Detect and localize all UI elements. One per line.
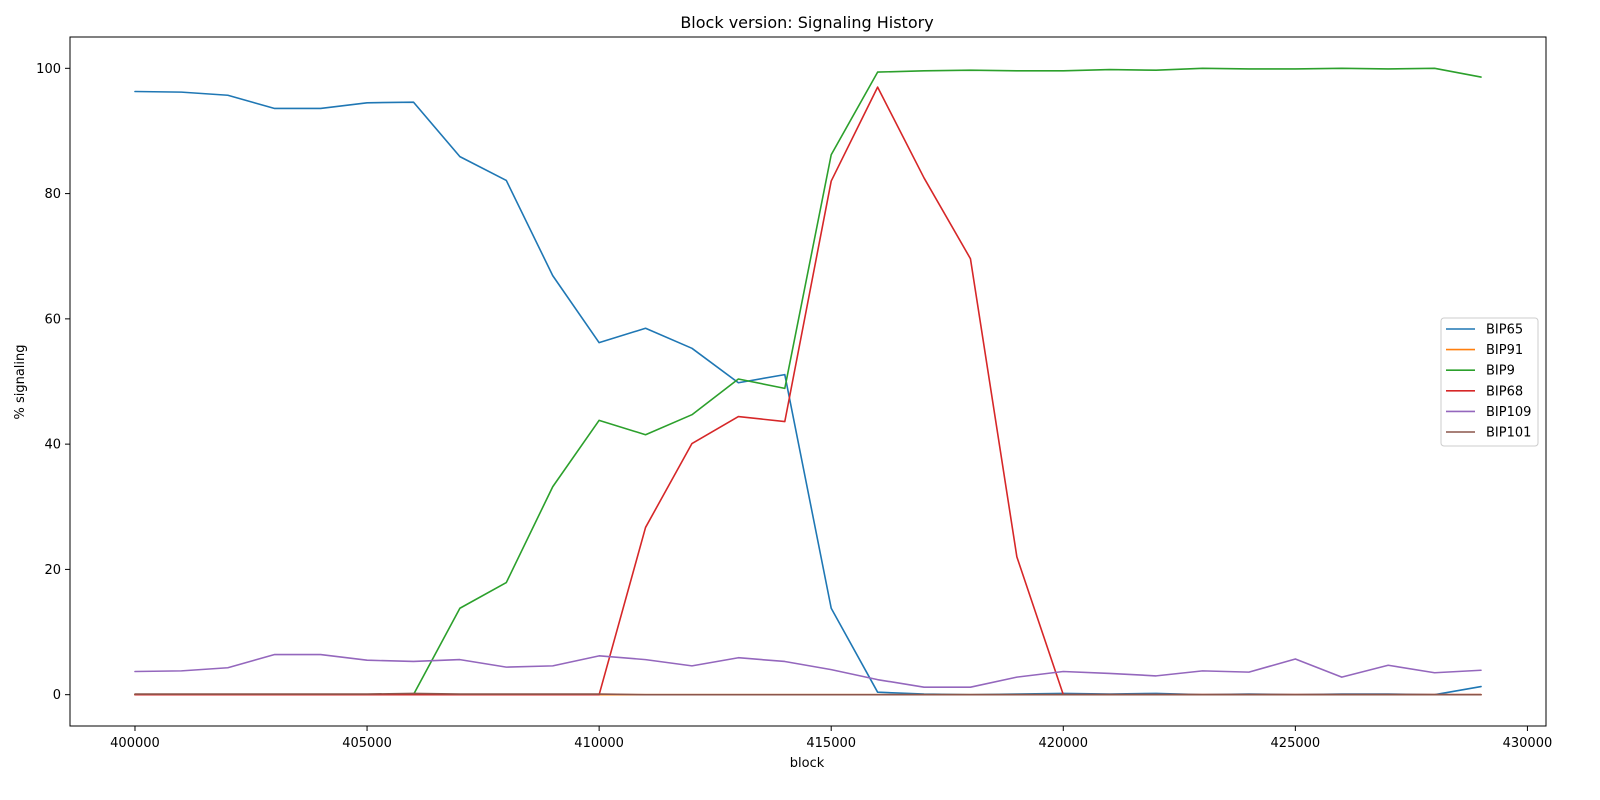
series-line-bip9 bbox=[134, 67, 1482, 696]
y-tick-label: 100 bbox=[36, 62, 61, 77]
series-layer bbox=[134, 67, 1482, 696]
legend-label-bip65: BIP65 bbox=[1486, 323, 1523, 338]
series-line-bip101 bbox=[134, 692, 1482, 696]
y-tick-label: 60 bbox=[44, 312, 61, 327]
legend: BIP65 BIP91 BIP9 BIP68 BIP109 BIP101 bbox=[1440, 317, 1539, 447]
x-tick-label: 405000 bbox=[342, 736, 392, 751]
legend-label-bip109: BIP109 bbox=[1486, 405, 1531, 420]
legend-label-bip68: BIP68 bbox=[1486, 384, 1523, 399]
legend-label-bip91: BIP91 bbox=[1486, 343, 1523, 358]
y-tick-label: 20 bbox=[44, 563, 61, 578]
x-tick-label: 415000 bbox=[806, 736, 856, 751]
chart-title: Block version: Signaling History bbox=[680, 13, 933, 32]
y-tick-label: 40 bbox=[44, 438, 61, 453]
x-axis-label: block bbox=[790, 756, 825, 771]
series-line-bip109 bbox=[134, 653, 1482, 688]
legend-label-bip101: BIP101 bbox=[1486, 426, 1531, 441]
x-axis: 400000 405000 410000 415000 420000 425000 4300… bbox=[110, 726, 1552, 751]
x-tick-label: 430000 bbox=[1503, 736, 1553, 751]
y-axis: 0 20 40 60 80 100 bbox=[36, 62, 70, 703]
x-tick-label: 400000 bbox=[110, 736, 160, 751]
y-axis-label: % signaling bbox=[13, 344, 28, 419]
x-tick-label: 420000 bbox=[1038, 736, 1088, 751]
legend-label-bip9: BIP9 bbox=[1486, 364, 1515, 379]
plot-area-frame bbox=[69, 36, 1547, 727]
x-tick-label: 410000 bbox=[574, 736, 624, 751]
y-tick-label: 0 bbox=[53, 688, 61, 703]
series-line-bip65 bbox=[134, 90, 1482, 696]
series-line-bip68 bbox=[134, 86, 1482, 696]
x-tick-label: 425000 bbox=[1271, 736, 1321, 751]
y-tick-label: 80 bbox=[44, 187, 61, 202]
